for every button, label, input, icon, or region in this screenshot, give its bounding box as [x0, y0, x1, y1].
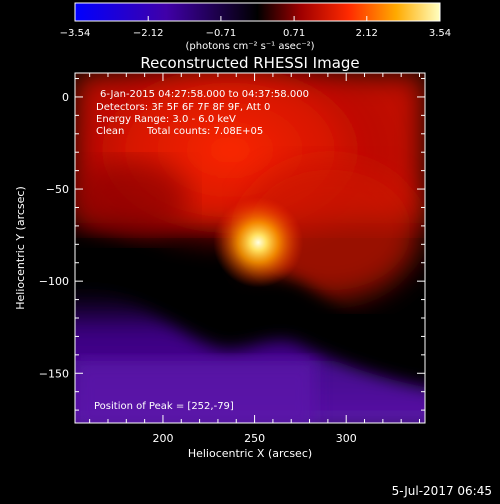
annotation-clean: Clean — [96, 126, 124, 137]
peak-source — [213, 197, 304, 288]
colorbar-tick-label: −2.12 — [133, 28, 164, 39]
y-tick-label: −150 — [39, 367, 69, 380]
y-tick-label: −100 — [39, 275, 69, 288]
x-tick-label: 200 — [152, 432, 173, 445]
chart-title: Reconstructed RHESSI Image — [140, 54, 359, 72]
y-tick-label: −50 — [46, 183, 69, 196]
colorbar-tick-label: 2.12 — [356, 28, 378, 39]
colorbar-tick-label: −0.71 — [206, 28, 237, 39]
colorbar-ticks: −3.54 −2.12 −0.71 0.71 2.12 3.54 — [60, 16, 451, 39]
x-axis-label: Heliocentric X (arcsec) — [188, 447, 312, 460]
y-tick-label: 0 — [62, 91, 69, 104]
annotation-detectors: Detectors: 3F 5F 6F 7F 8F 9F, Att 0 — [96, 102, 270, 113]
x-tick-label: 250 — [244, 432, 265, 445]
peak-position-label: Position of Peak = [252,-79] — [94, 401, 234, 412]
axis-ticks: 200 250 300 0 −50 −100 −150 — [39, 73, 425, 445]
colorbar-tick-label: 0.71 — [283, 28, 305, 39]
annotation-time-range: 6-Jan-2015 04:27:58.000 to 04:37:58.000 — [100, 89, 309, 100]
colorbar-tick-label: 3.54 — [429, 28, 451, 39]
y-axis-label: Heliocentric Y (arcsec) — [14, 186, 27, 310]
heatmap-image — [75, 73, 425, 423]
x-tick-label: 300 — [336, 432, 357, 445]
colorbar — [74, 2, 441, 22]
footer-date: 5-Jul-2017 06:45 — [392, 484, 492, 498]
plot-frame — [74, 72, 426, 424]
colorbar-unit-label: (photons cm⁻² s⁻¹ asec⁻²) — [185, 41, 314, 52]
annotation-energy-range: Energy Range: 3.0 - 6.0 keV — [96, 114, 236, 125]
colorbar-tick-label: −3.54 — [60, 28, 91, 39]
annotation-total-counts: Total counts: 7.08E+05 — [146, 126, 263, 137]
